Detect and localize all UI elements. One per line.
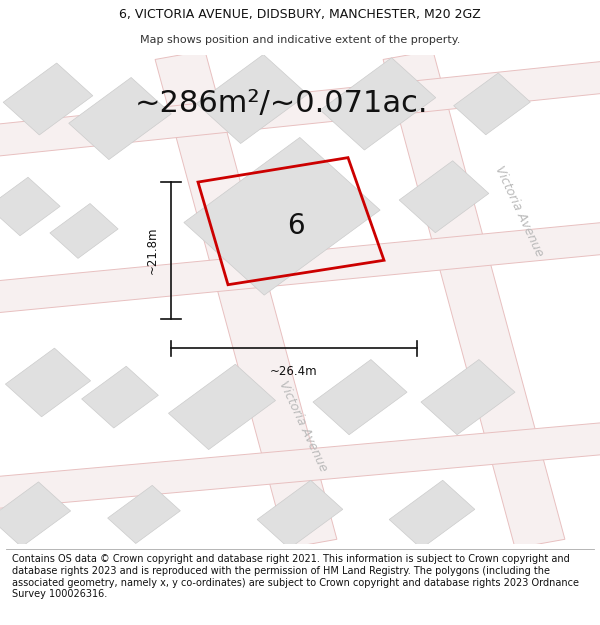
Polygon shape — [69, 78, 171, 159]
Text: Map shows position and indicative extent of the property.: Map shows position and indicative extent… — [140, 35, 460, 45]
Text: ~286m²/~0.071ac.: ~286m²/~0.071ac. — [135, 89, 429, 118]
Polygon shape — [421, 359, 515, 435]
Polygon shape — [5, 348, 91, 417]
Polygon shape — [169, 364, 275, 449]
Polygon shape — [0, 177, 60, 236]
Polygon shape — [0, 220, 600, 315]
Polygon shape — [320, 58, 436, 150]
Polygon shape — [313, 359, 407, 435]
Polygon shape — [155, 51, 337, 548]
Text: Victoria Avenue: Victoria Avenue — [276, 379, 330, 474]
Text: ~21.8m: ~21.8m — [146, 227, 159, 274]
Text: 6: 6 — [287, 212, 304, 240]
Polygon shape — [82, 366, 158, 428]
Polygon shape — [0, 482, 71, 547]
Polygon shape — [107, 486, 181, 544]
Text: Contains OS data © Crown copyright and database right 2021. This information is : Contains OS data © Crown copyright and d… — [12, 554, 579, 599]
Polygon shape — [454, 73, 530, 135]
Polygon shape — [389, 480, 475, 549]
Polygon shape — [383, 51, 565, 548]
Polygon shape — [3, 63, 93, 135]
Polygon shape — [399, 161, 489, 232]
Polygon shape — [184, 138, 380, 295]
Polygon shape — [0, 59, 600, 159]
Text: ~26.4m: ~26.4m — [270, 366, 318, 378]
Polygon shape — [50, 204, 118, 258]
Polygon shape — [196, 54, 308, 144]
Text: 6, VICTORIA AVENUE, DIDSBURY, MANCHESTER, M20 2GZ: 6, VICTORIA AVENUE, DIDSBURY, MANCHESTER… — [119, 8, 481, 21]
Text: Victoria Avenue: Victoria Avenue — [492, 164, 546, 259]
Polygon shape — [0, 421, 600, 511]
Polygon shape — [257, 480, 343, 549]
